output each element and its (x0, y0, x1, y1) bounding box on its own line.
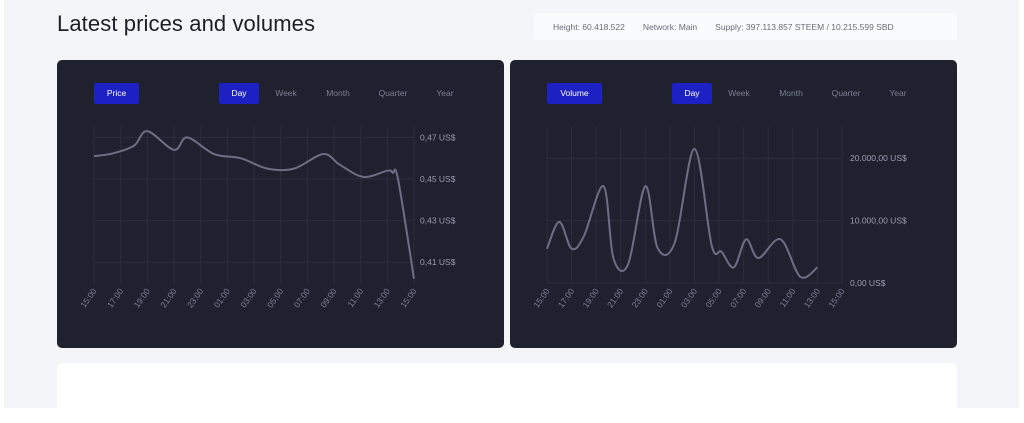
price-range-day[interactable]: Day (219, 83, 259, 104)
x-tick-label: 13:00 (802, 286, 823, 309)
x-tick-label: 21:00 (158, 286, 179, 309)
page-edge (1019, 0, 1024, 408)
x-tick-label: 15:00 (826, 286, 847, 309)
volume-chart-panel: Volume Day Week Month Quarter Year 15:00… (510, 60, 957, 348)
x-tick-label: 23:00 (630, 286, 651, 309)
volume-range-day[interactable]: Day (672, 83, 712, 104)
x-tick-label: 13:00 (372, 286, 393, 309)
page-title: Latest prices and volumes (57, 11, 316, 36)
x-tick-label: 05:00 (703, 286, 724, 309)
network-info-bar: Height: 60.418.522 Network: Main Supply:… (534, 13, 957, 40)
x-tick-label: 15:00 (398, 286, 419, 309)
volume-line-chart: 15:00 17:00 19:00 21:00 23:00 01:00 03:00 05:00… (531, 127, 907, 310)
y-tick-label: 0,45 US$ (420, 174, 456, 184)
x-tick-label: 01:00 (654, 286, 675, 309)
x-tick-label: 15:00 (531, 286, 552, 309)
x-tick-label: 19:00 (132, 286, 153, 309)
x-tick-label: 07:00 (292, 286, 313, 309)
content-card (57, 363, 957, 423)
price-range-quarter[interactable]: Quarter (378, 88, 408, 98)
volume-range-month[interactable]: Month (779, 88, 803, 98)
series-line (546, 147, 819, 279)
y-tick-label: 0,43 US$ (420, 216, 456, 226)
x-tick-label: 03:00 (679, 286, 700, 309)
x-tick-label: 09:00 (318, 286, 339, 309)
x-tick-label: 21:00 (605, 286, 626, 309)
price-range-year[interactable]: Year (436, 88, 454, 98)
x-tick-label: 23:00 (185, 286, 206, 309)
x-tick-label: 01:00 (212, 286, 233, 309)
y-tick-label: 0,00 US$ (850, 278, 886, 288)
price-range-month[interactable]: Month (326, 88, 350, 98)
x-tick-label: 11:00 (777, 286, 797, 309)
price-line-chart: 15:00 17:00 19:00 21:00 23:00 01:00 03:00 05:00… (78, 127, 456, 310)
x-tick-label: 19:00 (580, 286, 601, 309)
block-height: Height: 60.418.522 (553, 21, 625, 32)
supply-info: Supply: 397.113.857 STEEM / 10.215.599 S… (715, 21, 894, 32)
y-tick-label: 0,41 US$ (420, 257, 456, 267)
x-tick-label: 09:00 (752, 286, 773, 309)
x-tick-label: 05:00 (265, 286, 286, 309)
network-name: Network: Main (642, 21, 698, 32)
price-metric-button[interactable]: Price (94, 83, 139, 104)
series-line (93, 130, 415, 279)
volume-range-year[interactable]: Year (889, 88, 907, 98)
x-tick-label: 07:00 (728, 286, 749, 309)
volume-range-quarter[interactable]: Quarter (831, 88, 861, 98)
x-tick-label: 11:00 (345, 286, 365, 309)
x-tick-label: 17:00 (556, 286, 577, 309)
x-tick-label: 03:00 (238, 286, 259, 309)
y-tick-label: 10.000,00 US$ (850, 216, 907, 226)
price-range-week[interactable]: Week (275, 88, 297, 98)
y-tick-label: 0,47 US$ (420, 132, 456, 142)
price-chart-panel: Price Day Week Month Quarter Year 15:00 1… (57, 60, 504, 348)
volume-range-week[interactable]: Week (728, 88, 750, 98)
x-tick-label: 15:00 (78, 286, 99, 309)
x-tick-label: 17:00 (105, 286, 126, 309)
volume-metric-button[interactable]: Volume (547, 83, 602, 104)
y-tick-label: 20.000,00 US$ (850, 153, 907, 163)
